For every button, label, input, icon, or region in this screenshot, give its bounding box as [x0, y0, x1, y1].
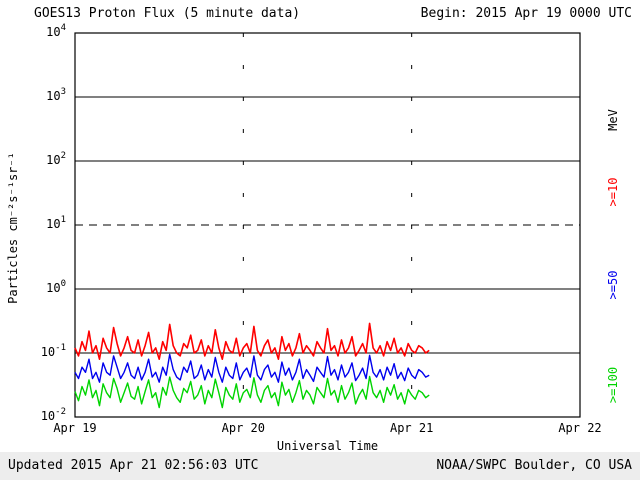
x-axis-label: Universal Time: [276, 439, 379, 453]
right-axis-unit-label: MeV: [606, 109, 620, 131]
legend-gte50-label: >=50: [606, 270, 620, 300]
x-tick-label: Apr 22: [558, 421, 602, 435]
plot-frame: [74, 32, 581, 418]
x-tick-label: Apr 21: [389, 421, 434, 435]
x-tick-label: Apr 20: [221, 421, 265, 435]
series-line-gte10: [74, 322, 430, 361]
y-tick-label: 10-1: [40, 343, 66, 359]
x-tick-label: Apr 19: [53, 421, 97, 435]
y-tick-label: 104: [46, 23, 66, 39]
y-tick-label: 10-2: [40, 407, 66, 423]
updated-timestamp: Updated 2015 Apr 21 02:56:03 UTC: [8, 458, 259, 473]
chart-title: GOES13 Proton Flux (5 minute data): [34, 6, 301, 21]
series-line-gte50: [74, 353, 430, 383]
series-line-gte100: [74, 375, 430, 409]
begin-timestamp: Begin: 2015 Apr 19 0000 UTC: [420, 6, 632, 21]
legend-gte10-label: >=10: [606, 177, 620, 207]
footer-band: [0, 452, 640, 480]
source-credit: NOAA/SWPC Boulder, CO USA: [436, 458, 632, 473]
y-tick-label: 103: [46, 87, 66, 103]
y-tick-label: 100: [46, 279, 66, 295]
legend-gte100-label: >=100: [606, 366, 620, 404]
y-tick-label: 101: [46, 215, 66, 231]
y-tick-label: 102: [46, 151, 66, 167]
